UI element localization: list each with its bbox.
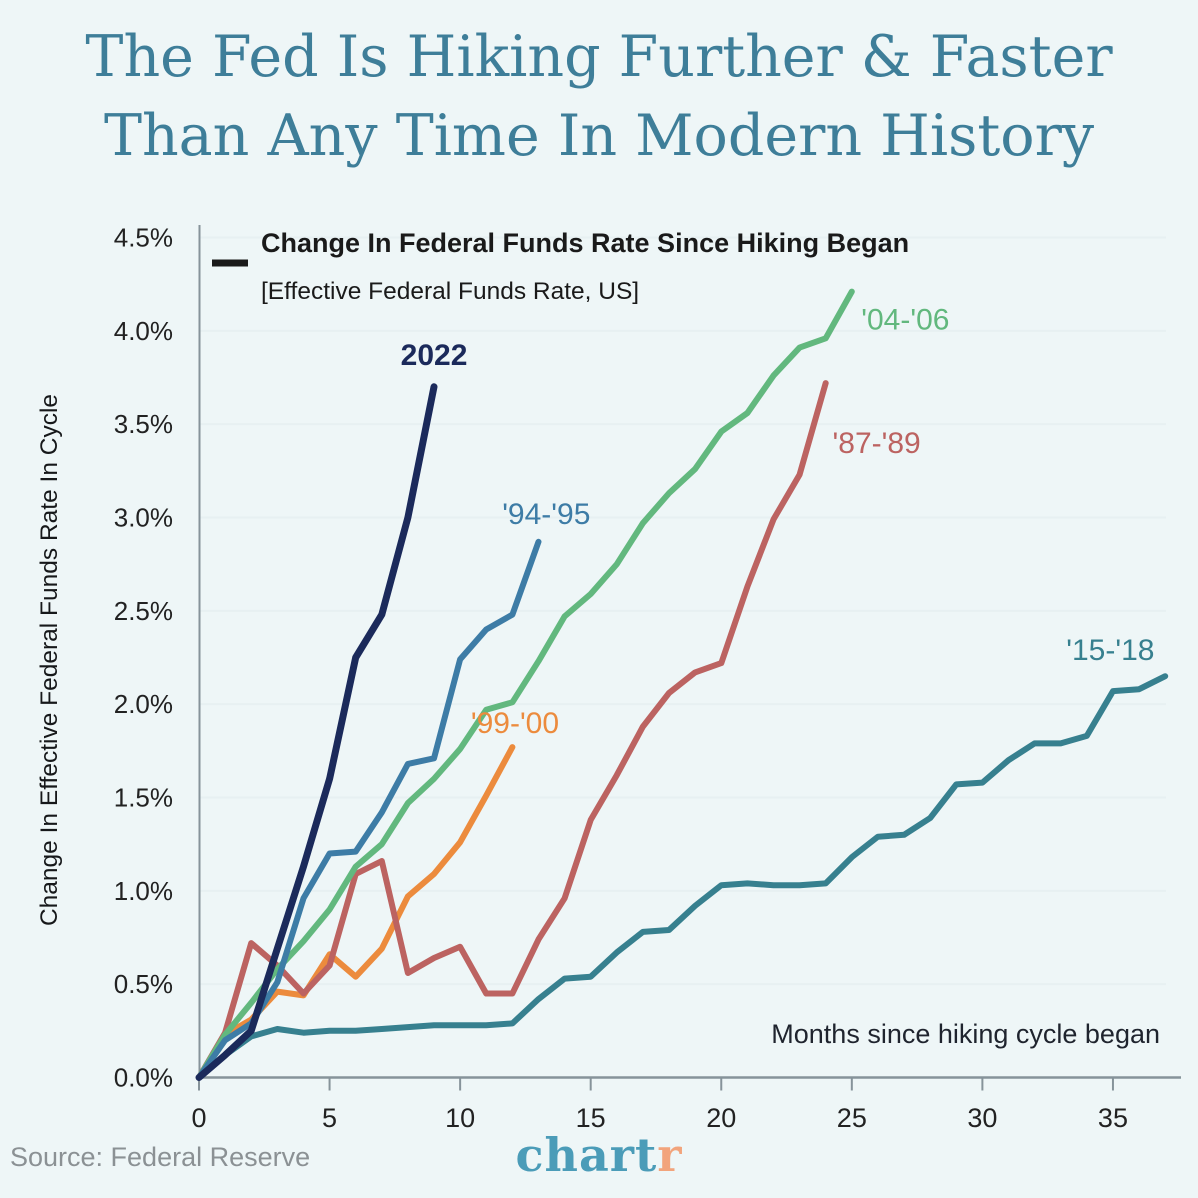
series-line-87-89: [196, 380, 829, 1081]
series-label-15-18: '15-'18: [1066, 634, 1154, 667]
x-tick-label: 20: [706, 1103, 736, 1133]
y-tick-label: 2.5%: [114, 596, 173, 626]
chartr-logo-chart: chart: [515, 1128, 658, 1182]
y-tick-label: 1.5%: [114, 782, 173, 812]
x-tick-label: 5: [322, 1103, 337, 1133]
x-axis-annotation: Months since hiking cycle began: [771, 1019, 1160, 1049]
y-tick-label: 3.0%: [114, 502, 173, 532]
y-tick-label: 0.5%: [114, 969, 173, 999]
series-line-94-95: [196, 538, 542, 1081]
x-tick-label: 0: [191, 1103, 206, 1133]
series-line-2022: [195, 383, 438, 1081]
chartr-logo: chartr: [0, 1128, 1198, 1182]
y-tick-label: 3.5%: [114, 409, 173, 439]
legend-subtitle: [Effective Federal Funds Rate, US]: [261, 278, 639, 305]
series-label-04-06: '04-'06: [861, 304, 949, 337]
series-line-04-06: [196, 288, 855, 1081]
series-label-94-95: '94-'95: [502, 498, 590, 531]
chartr-logo-r: r: [657, 1128, 683, 1182]
legend-title: Change In Federal Funds Rate Since Hikin…: [261, 228, 909, 258]
series-line-15-18: [196, 673, 1169, 1081]
x-tick-label: 30: [967, 1103, 997, 1133]
chart-title-line2: Than Any Time In Modern History: [103, 102, 1095, 169]
chart-title: The Fed Is Hiking Further & Faster Than …: [0, 18, 1198, 175]
series-label-99-00: '99-'00: [471, 707, 559, 740]
source-credit: Source: Federal Reserve: [10, 1142, 311, 1172]
y-tick-label: 2.0%: [114, 689, 173, 719]
series-label-87-89: '87-'89: [833, 427, 921, 460]
x-tick-label: 35: [1098, 1103, 1128, 1133]
chart-title-line1: The Fed Is Hiking Further & Faster: [85, 24, 1113, 90]
y-tick-label: 4.5%: [114, 222, 173, 252]
x-tick-label: 10: [445, 1103, 475, 1133]
y-axis-title: Change In Effective Federal Funds Rate I…: [36, 394, 63, 926]
x-tick-label: 15: [576, 1103, 606, 1133]
y-tick-label: 1.0%: [114, 876, 173, 906]
series-label-2022: 2022: [401, 339, 468, 372]
y-tick-label: 0.0%: [114, 1063, 173, 1093]
y-tick-label: 4.0%: [114, 316, 173, 346]
x-tick-label: 25: [837, 1103, 867, 1133]
